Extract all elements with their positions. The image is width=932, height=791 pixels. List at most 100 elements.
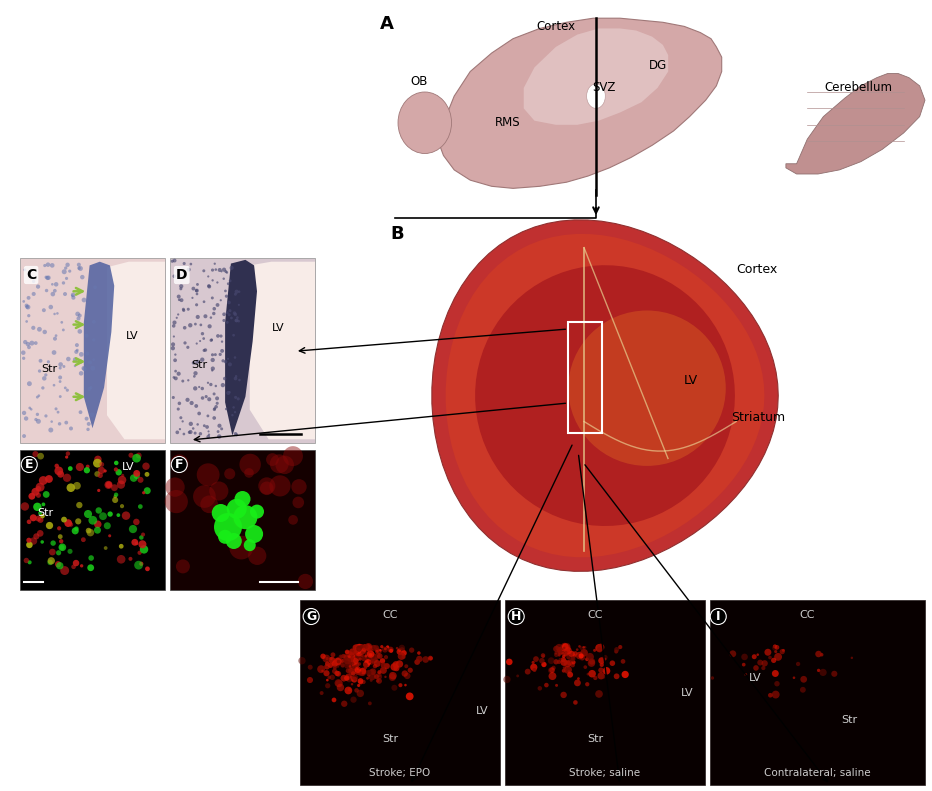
Circle shape <box>360 668 366 675</box>
Text: A: A <box>380 15 394 33</box>
Circle shape <box>761 660 768 667</box>
Circle shape <box>570 663 575 668</box>
Circle shape <box>37 327 42 331</box>
Circle shape <box>183 262 185 265</box>
Circle shape <box>307 677 313 683</box>
Circle shape <box>25 305 31 309</box>
Circle shape <box>180 298 184 302</box>
Circle shape <box>711 676 714 679</box>
Circle shape <box>179 428 181 430</box>
Circle shape <box>77 313 82 317</box>
Circle shape <box>81 366 86 370</box>
Circle shape <box>27 520 32 524</box>
Circle shape <box>176 372 181 376</box>
Circle shape <box>63 474 71 482</box>
Circle shape <box>74 365 76 367</box>
Circle shape <box>165 478 185 497</box>
Circle shape <box>112 497 118 503</box>
Circle shape <box>56 312 59 315</box>
Circle shape <box>25 305 29 308</box>
Circle shape <box>405 692 414 700</box>
Circle shape <box>622 671 629 678</box>
Circle shape <box>182 380 185 383</box>
Circle shape <box>89 361 92 365</box>
Circle shape <box>105 482 112 488</box>
Circle shape <box>172 259 176 263</box>
Circle shape <box>364 643 372 651</box>
Circle shape <box>116 513 120 517</box>
Circle shape <box>43 491 49 498</box>
Circle shape <box>48 557 55 565</box>
Circle shape <box>541 653 545 657</box>
Circle shape <box>117 475 127 484</box>
Circle shape <box>327 676 331 679</box>
Circle shape <box>774 645 779 649</box>
Circle shape <box>329 657 336 663</box>
Circle shape <box>207 284 211 288</box>
Circle shape <box>45 414 48 418</box>
Circle shape <box>103 546 107 550</box>
Circle shape <box>360 647 363 650</box>
Circle shape <box>139 536 144 539</box>
Circle shape <box>200 396 204 399</box>
Circle shape <box>377 678 382 683</box>
Circle shape <box>216 334 220 338</box>
Bar <box>170 450 315 590</box>
Text: LV: LV <box>271 324 284 333</box>
Bar <box>20 258 165 443</box>
Circle shape <box>369 648 373 652</box>
Circle shape <box>772 691 780 698</box>
Circle shape <box>200 332 204 335</box>
Circle shape <box>567 660 573 666</box>
Circle shape <box>396 647 398 649</box>
Circle shape <box>604 658 607 660</box>
Circle shape <box>219 335 223 338</box>
Circle shape <box>530 664 538 671</box>
Text: LV: LV <box>684 374 698 388</box>
Circle shape <box>340 655 343 658</box>
Circle shape <box>45 275 48 278</box>
Circle shape <box>220 299 222 301</box>
Circle shape <box>541 655 545 658</box>
Circle shape <box>757 653 759 656</box>
Circle shape <box>120 504 124 509</box>
Circle shape <box>344 659 351 666</box>
Circle shape <box>103 469 107 472</box>
Circle shape <box>368 659 375 664</box>
Circle shape <box>53 289 57 293</box>
Circle shape <box>132 454 141 463</box>
Circle shape <box>362 645 368 651</box>
Circle shape <box>129 525 137 533</box>
Circle shape <box>230 316 233 320</box>
Circle shape <box>234 396 237 399</box>
Circle shape <box>99 513 107 520</box>
Circle shape <box>36 419 41 424</box>
Circle shape <box>353 658 359 664</box>
Circle shape <box>415 659 420 665</box>
Circle shape <box>573 651 578 656</box>
Circle shape <box>195 303 199 306</box>
Circle shape <box>358 644 363 649</box>
Text: Str: Str <box>587 734 603 744</box>
Circle shape <box>227 358 229 360</box>
Circle shape <box>34 341 37 345</box>
Text: DG: DG <box>649 59 666 72</box>
Circle shape <box>362 679 365 684</box>
Circle shape <box>366 677 369 679</box>
Circle shape <box>566 648 569 650</box>
Circle shape <box>266 453 279 466</box>
Circle shape <box>365 645 372 651</box>
Circle shape <box>221 271 223 272</box>
Circle shape <box>21 502 29 511</box>
Text: Striatum: Striatum <box>731 411 785 424</box>
Circle shape <box>217 424 222 428</box>
Circle shape <box>428 656 432 660</box>
Circle shape <box>224 360 227 363</box>
Circle shape <box>350 672 354 676</box>
Circle shape <box>345 687 352 694</box>
Ellipse shape <box>398 92 451 153</box>
Circle shape <box>189 263 192 266</box>
Circle shape <box>188 422 193 426</box>
Circle shape <box>38 511 42 515</box>
Circle shape <box>177 294 181 298</box>
